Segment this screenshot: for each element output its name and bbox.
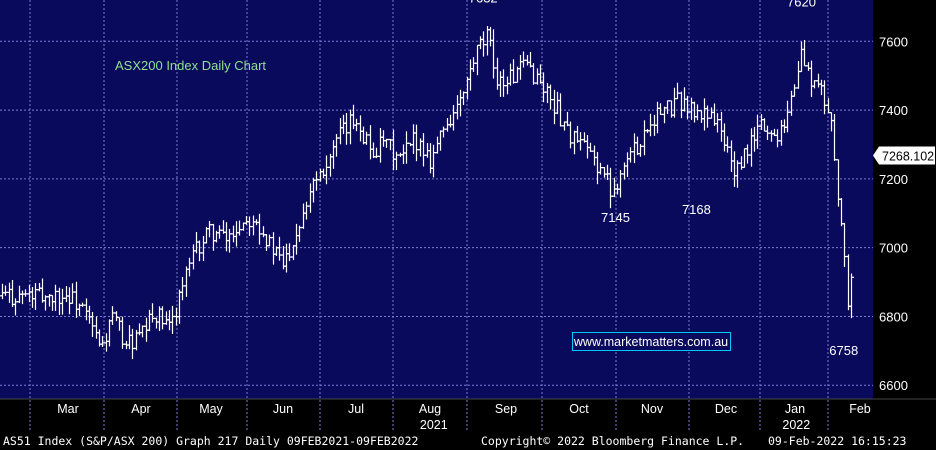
last-price-label: 7268.102	[882, 149, 934, 163]
chart-title: ASX200 Index Daily Chart	[115, 58, 266, 73]
y-tick-label: 7200	[879, 172, 908, 187]
year-label: 2022	[782, 418, 810, 432]
year-label: 2021	[420, 418, 448, 432]
ohlc-series	[0, 26, 854, 360]
price-chart: 6600 6800 7000 7200 7400 7600 Mar Apr May Jun Jul A…	[0, 0, 936, 432]
month-label: Mar	[57, 402, 79, 416]
last-price-tag	[873, 146, 935, 165]
month-label: Jun	[273, 402, 293, 416]
month-label: Jul	[348, 402, 364, 416]
footer-timestamp: 09-Feb-2022 16:15:23	[768, 434, 907, 448]
y-tick-label: 6800	[879, 309, 908, 324]
month-label: Feb	[849, 402, 871, 416]
month-label: May	[199, 402, 223, 416]
month-label: Sep	[495, 402, 517, 416]
price-annotation: 7632	[469, 0, 498, 5]
y-tick-label: 7000	[879, 241, 908, 256]
month-label: Apr	[131, 402, 150, 416]
watermark-text: www.marketmatters.com.au	[573, 335, 728, 349]
month-label: Oct	[569, 402, 589, 416]
price-annotation: 6758	[829, 343, 858, 358]
y-tick-label: 6600	[879, 378, 908, 393]
footer-copyright: Copyright© 2022 Bloomberg Finance L.P.	[481, 434, 745, 448]
y-tick-label: 7600	[879, 34, 908, 49]
watermark-box	[572, 332, 731, 351]
month-label: Dec	[715, 402, 737, 416]
month-label: Jan	[785, 402, 805, 416]
status-footer: AS51 Index (S&P/ASX 200) Graph 217 Daily…	[0, 432, 936, 450]
price-annotation: 7145	[601, 210, 630, 225]
footer-security-info: AS51 Index (S&P/ASX 200) Graph 217 Daily…	[3, 434, 419, 448]
y-tick-label: 7400	[879, 103, 908, 118]
price-annotation: 7620	[787, 0, 816, 9]
month-label: Nov	[641, 402, 664, 416]
price-annotation: 7168	[682, 202, 711, 217]
month-label: Aug	[419, 402, 441, 416]
